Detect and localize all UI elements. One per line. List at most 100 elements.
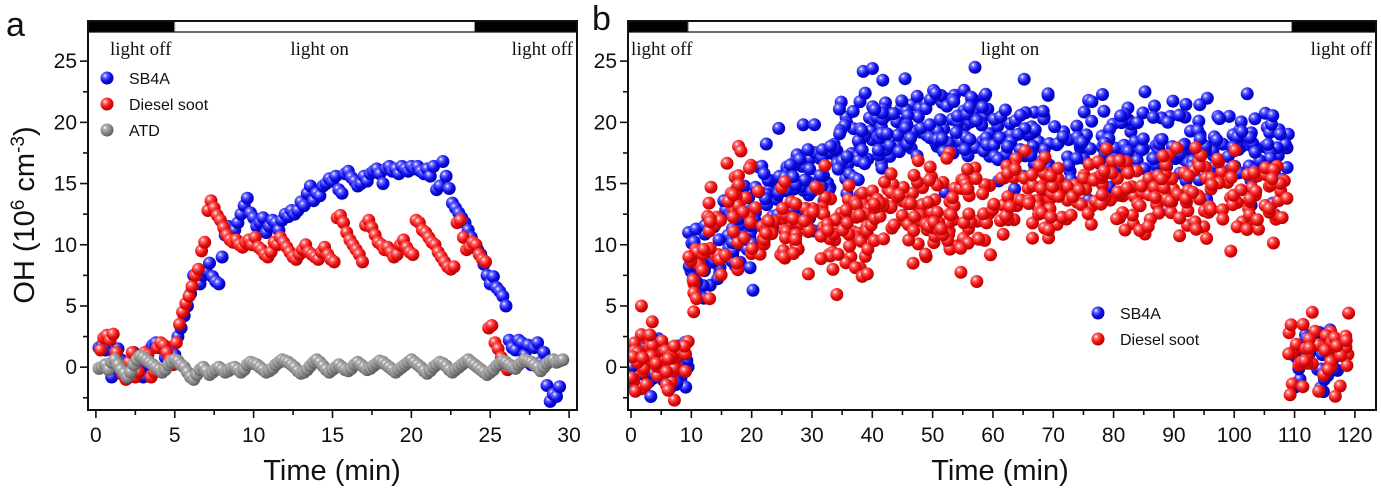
y-tick-label: 20 bbox=[54, 111, 77, 134]
y-tick-label: 5 bbox=[65, 295, 77, 318]
data-point bbox=[1339, 334, 1353, 347]
data-point bbox=[1091, 155, 1105, 169]
x-tick-label: 70 bbox=[1042, 424, 1065, 447]
data-point bbox=[1025, 168, 1039, 182]
data-point bbox=[1096, 88, 1109, 101]
data-point bbox=[855, 124, 869, 138]
data-point bbox=[1001, 139, 1015, 153]
data-point bbox=[1051, 161, 1065, 175]
x-tick-label: 60 bbox=[981, 424, 1004, 447]
data-point bbox=[436, 155, 450, 168]
data-point bbox=[1036, 104, 1050, 118]
data-point bbox=[629, 371, 638, 385]
data-point bbox=[1216, 203, 1229, 217]
data-point bbox=[970, 114, 984, 128]
data-point bbox=[1262, 201, 1276, 215]
data-point bbox=[1052, 189, 1066, 203]
data-point bbox=[895, 208, 909, 222]
data-point bbox=[1135, 143, 1148, 157]
data-point bbox=[895, 94, 909, 108]
data-point bbox=[687, 305, 701, 319]
data-point bbox=[376, 177, 390, 191]
data-point bbox=[855, 143, 869, 157]
data-point bbox=[1261, 137, 1275, 151]
data-point bbox=[556, 353, 570, 367]
data-point bbox=[1226, 160, 1240, 174]
data-point bbox=[1275, 211, 1289, 225]
data-point bbox=[979, 87, 993, 101]
data-point bbox=[907, 224, 921, 238]
data-point bbox=[962, 100, 976, 114]
data-point bbox=[1148, 191, 1162, 204]
data-point bbox=[1342, 306, 1356, 320]
data-point bbox=[880, 127, 894, 141]
data-point bbox=[831, 247, 845, 261]
data-point bbox=[1312, 384, 1326, 398]
data-point bbox=[935, 132, 949, 146]
data-point bbox=[517, 0, 530, 7]
y-tick-label: 5 bbox=[605, 295, 617, 318]
data-point bbox=[1265, 172, 1279, 186]
data-point bbox=[1018, 144, 1032, 158]
data-point bbox=[1032, 159, 1046, 173]
data-point bbox=[447, 260, 461, 274]
data-point bbox=[743, 261, 757, 275]
x-tick-label: 110 bbox=[1278, 424, 1311, 447]
data-point bbox=[1133, 199, 1147, 213]
data-point bbox=[553, 380, 567, 394]
data-point bbox=[865, 62, 879, 75]
data-point bbox=[677, 339, 691, 353]
data-point bbox=[1121, 166, 1135, 180]
light-period-bar-on bbox=[687, 20, 1293, 33]
data-point bbox=[726, 188, 740, 202]
data-point bbox=[1061, 180, 1075, 194]
data-point bbox=[1085, 114, 1099, 128]
data-point bbox=[1215, 165, 1229, 179]
data-point bbox=[1226, 198, 1240, 212]
legend-b: SB4A Diesel soot bbox=[1091, 306, 1200, 349]
data-point bbox=[1193, 159, 1206, 173]
data-point bbox=[212, 277, 226, 291]
data-point bbox=[851, 173, 865, 187]
data-point bbox=[1076, 171, 1090, 185]
data-point bbox=[1094, 197, 1108, 211]
x-tick-label: 20 bbox=[400, 424, 423, 447]
data-point bbox=[868, 103, 882, 116]
light-annotation: light on bbox=[981, 39, 1040, 60]
data-point bbox=[923, 160, 937, 174]
data-point bbox=[660, 365, 673, 379]
light-annotation: light off bbox=[512, 39, 574, 60]
data-point bbox=[337, 216, 350, 230]
data-point bbox=[1103, 122, 1117, 136]
light-period-bar-on bbox=[174, 20, 475, 33]
data-point bbox=[968, 60, 982, 74]
data-point bbox=[697, 242, 711, 256]
data-point bbox=[1222, 109, 1236, 123]
data-point bbox=[732, 178, 746, 192]
data-point bbox=[906, 256, 920, 270]
x-tick-label: 30 bbox=[800, 424, 823, 447]
data-point bbox=[1074, 198, 1088, 212]
data-point bbox=[1155, 132, 1169, 146]
data-point bbox=[1266, 236, 1280, 250]
data-point bbox=[1138, 85, 1152, 99]
data-point bbox=[1062, 158, 1076, 172]
data-point bbox=[833, 127, 847, 141]
y-tick-label: 15 bbox=[54, 173, 77, 196]
data-point bbox=[970, 275, 984, 288]
data-point bbox=[789, 197, 803, 211]
data-point bbox=[797, 214, 811, 228]
data-point bbox=[1011, 127, 1025, 141]
data-point bbox=[759, 137, 773, 151]
data-point bbox=[1125, 208, 1139, 222]
light-annotation: light off bbox=[110, 39, 172, 60]
data-point bbox=[1280, 191, 1294, 205]
data-point bbox=[1156, 149, 1170, 163]
data-point bbox=[1121, 144, 1135, 158]
data-point bbox=[1333, 379, 1347, 393]
data-point bbox=[704, 180, 718, 194]
data-point bbox=[783, 158, 797, 172]
plot-frame-b bbox=[627, 20, 1377, 411]
data-point bbox=[191, 262, 205, 276]
data-point bbox=[1321, 363, 1335, 376]
